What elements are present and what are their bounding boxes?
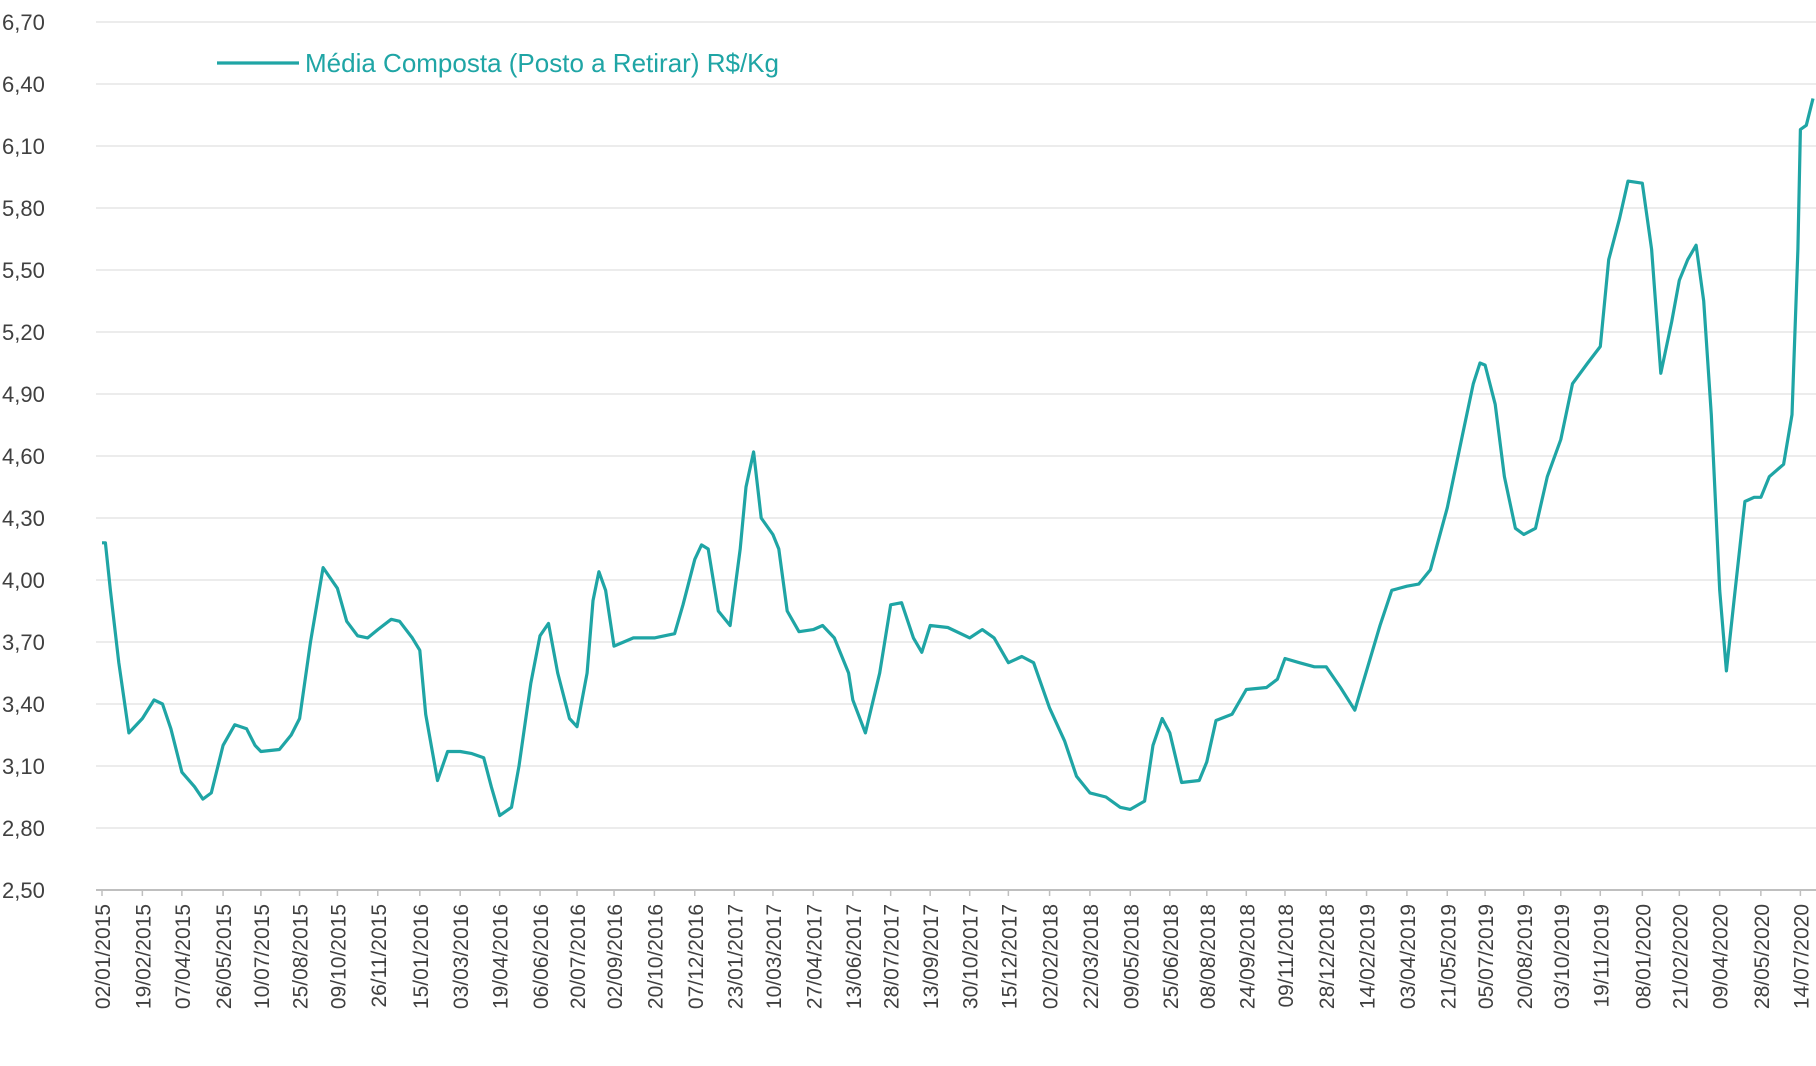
x-tick-label: 20/10/2016 [644,904,667,1009]
y-tick-label: 4,60 [2,444,45,469]
y-tick-label: 6,70 [2,10,45,35]
x-tick-label: 02/02/2018 [1040,904,1063,1009]
x-tick-label: 14/07/2020 [1790,904,1813,1009]
x-tick-label: 24/09/2018 [1236,904,1259,1009]
y-tick-label: 5,50 [2,258,45,283]
y-tick-label: 5,80 [2,196,45,221]
x-tick-label: 21/05/2019 [1437,904,1460,1009]
x-tick-label: 25/08/2015 [290,904,313,1009]
x-tick-label: 10/03/2017 [763,904,786,1009]
x-tick-label: 21/02/2020 [1669,904,1692,1009]
y-tick-label: 2,80 [2,816,45,841]
y-tick-label: 6,40 [2,72,45,97]
x-tick-label: 20/07/2016 [567,904,590,1009]
x-tick-label: 22/03/2018 [1080,904,1103,1009]
x-tick-label: 09/10/2015 [327,904,350,1009]
x-tick-label: 25/06/2018 [1160,904,1183,1009]
y-tick-label: 2,50 [2,878,45,903]
x-tick-label: 26/05/2015 [213,904,236,1009]
x-tick-label: 08/08/2018 [1197,904,1220,1009]
x-tick-label: 05/07/2019 [1475,904,1498,1009]
x-tick-label: 30/10/2017 [960,904,983,1009]
x-tick-label: 13/09/2017 [920,904,943,1009]
x-tick-label: 15/12/2017 [998,904,1021,1009]
y-tick-label: 5,20 [2,320,45,345]
x-tick-label: 03/10/2019 [1551,904,1574,1009]
x-tick-label: 14/02/2019 [1357,904,1380,1009]
data-line [102,98,1815,818]
y-tick-label: 3,70 [2,630,45,655]
x-tick-label: 10/07/2015 [251,904,274,1009]
y-tick-label: 3,10 [2,754,45,779]
x-tick-label: 19/11/2019 [1590,904,1613,1008]
x-tick-label: 03/03/2016 [450,904,473,1009]
x-tick-label: 28/12/2018 [1316,904,1339,1009]
x-tick-label: 27/04/2017 [803,904,826,1009]
y-tick-label: 4,30 [2,506,45,531]
x-tick-label: 07/12/2016 [685,904,708,1009]
x-tick-label: 19/04/2016 [490,904,513,1009]
x-tick-label: 28/07/2017 [881,904,904,1009]
x-tick-label: 07/04/2015 [172,904,195,1009]
x-tick-label: 19/02/2015 [132,904,155,1009]
x-tick-label: 08/01/2020 [1632,904,1655,1009]
x-tick-label: 02/01/2015 [92,904,115,1009]
x-tick-label: 26/11/2015 [368,904,391,1008]
y-tick-label: 4,00 [2,568,45,593]
x-tick-label: 09/04/2020 [1710,904,1733,1009]
x-tick-label: 09/11/2018 [1275,904,1298,1008]
x-tick-label: 13/06/2017 [843,904,866,1009]
legend-label: Média Composta (Posto a Retirar) R$/Kg [305,48,779,78]
x-tick-label: 15/01/2016 [410,904,433,1009]
y-tick-label: 6,10 [2,134,45,159]
x-tick-label: 23/01/2017 [724,904,747,1009]
y-tick-label: 3,40 [2,692,45,717]
x-tick-label: 20/08/2019 [1514,904,1537,1009]
x-tick-label: 28/05/2020 [1751,904,1774,1009]
x-tick-label: 09/05/2018 [1120,904,1143,1009]
y-tick-label: 4,90 [2,382,45,407]
x-tick-label: 06/06/2016 [530,904,553,1009]
x-tick-label: 03/04/2019 [1397,904,1420,1009]
x-tick-label: 02/09/2016 [604,904,627,1009]
